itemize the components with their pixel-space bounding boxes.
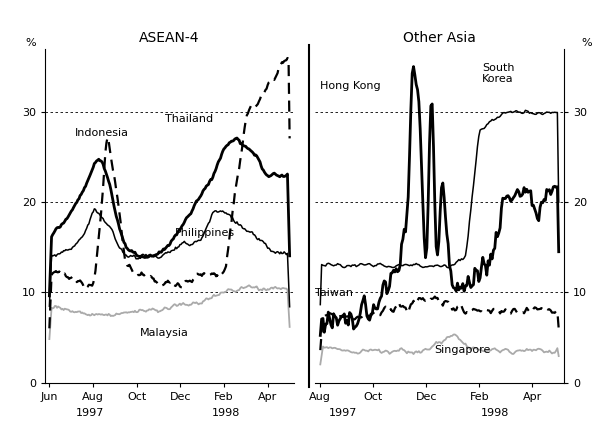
Title: Other Asia: Other Asia: [403, 31, 476, 45]
Title: ASEAN-4: ASEAN-4: [139, 31, 200, 45]
Text: South
Korea: South Korea: [482, 63, 514, 84]
Text: Indonesia: Indonesia: [75, 128, 129, 138]
Text: 1998: 1998: [481, 408, 509, 418]
Text: Hong Kong: Hong Kong: [320, 81, 380, 91]
Text: %: %: [581, 38, 592, 48]
Text: 1997: 1997: [328, 408, 357, 418]
Text: %: %: [25, 38, 36, 48]
Text: 1997: 1997: [76, 408, 104, 418]
Text: Malaysia: Malaysia: [140, 328, 188, 338]
Text: 1998: 1998: [212, 408, 240, 418]
Text: Thailand: Thailand: [164, 114, 212, 124]
Text: Philippines: Philippines: [175, 228, 235, 238]
Text: Taiwan: Taiwan: [315, 288, 353, 298]
Text: Singapore: Singapore: [434, 345, 491, 355]
